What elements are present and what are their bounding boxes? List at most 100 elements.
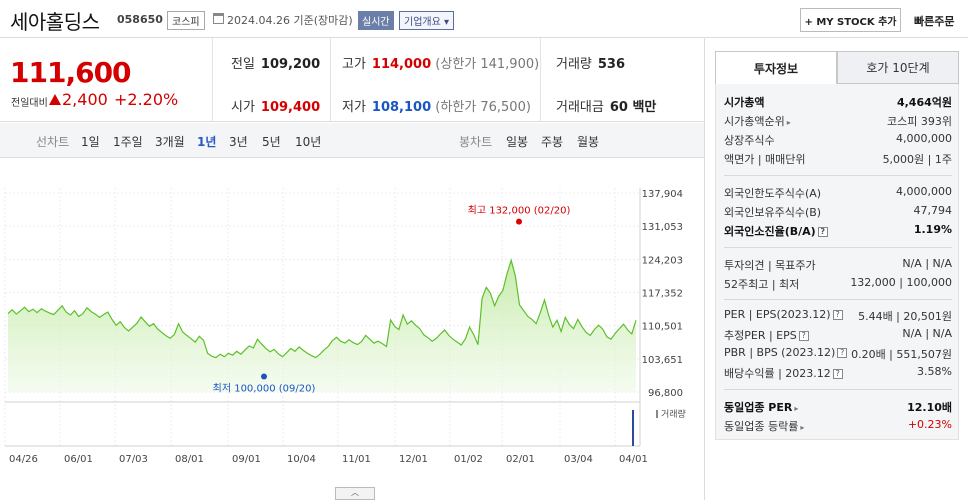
market-cap-rank-label[interactable]: 시가총액순위 ▸ (724, 115, 791, 128)
volume-legend-icon (656, 410, 658, 418)
x-tick-label: 02/01 (506, 454, 535, 465)
period-selector: 선차트 1일 1주일 3개월 1년 3년 5년 10년 봉차트 일봉 주봉 월봉 (0, 123, 704, 158)
add-mystock-button[interactable]: + MY STOCK 추가 (800, 8, 901, 32)
opinion-value: N/A | N/A (902, 257, 952, 270)
y-tick-label: 96,800 (648, 388, 683, 399)
row-market-cap-rank: 시가총액순위 ▸ 코스피 393위 (724, 113, 952, 129)
x-tick-label: 04/26 (9, 454, 38, 465)
help-icon[interactable]: ? (832, 310, 843, 320)
prev-close-value: 109,200 (260, 57, 321, 72)
row-opinion: 투자의견 | 목표주가 N/A | N/A (724, 257, 952, 273)
quick-order-link[interactable]: 빠른주문 (914, 15, 955, 28)
dividend-label: 배당수익률 | 2023.12? (724, 365, 843, 381)
low-label: 저가 (342, 100, 366, 115)
lower-limit: (하한가 76,500) (435, 100, 531, 115)
trade-value-amount: 60 백만 (609, 100, 657, 115)
row-industry-per: 동일업종 PER ▸ 12.10배 (724, 399, 952, 415)
row-foreign-held: 외국인보유주식수(B) 47,794 (724, 204, 952, 220)
candle-chart-label: 봉차트 (459, 135, 493, 149)
price-summary: 111,600 전일대비 2,400 +2.20% 전일 109,200 고가 11… (0, 38, 704, 122)
period-5y[interactable]: 5년 (262, 135, 281, 149)
stock-code: 058650 (117, 13, 163, 26)
volume-value: 536 (597, 57, 626, 72)
x-tick-label: 04/01 (619, 454, 648, 465)
y-tick-label: 137,904 (642, 189, 683, 200)
y-tick-label: 131,053 (642, 222, 683, 233)
par-value-value: 5,000원 | 1주 (882, 153, 952, 166)
company-name: 세아홀딩스 (10, 10, 100, 34)
y-tick-label: 110,501 (642, 322, 683, 333)
upper-limit: (상한가 141,900) (435, 57, 540, 72)
realtime-button[interactable]: 실시간 (358, 11, 394, 30)
period-1w[interactable]: 1주일 (113, 135, 143, 149)
low-value: 108,100 (371, 100, 432, 115)
row-52week: 52주최고 | 최저 132,000 | 100,000 (724, 276, 952, 292)
period-3m[interactable]: 3개월 (155, 135, 185, 149)
row-dividend: 배당수익률 | 2023.12? 3.58% (724, 365, 952, 381)
est-per-label: 추정PER | EPS? (724, 327, 809, 343)
pbr-label: PBR | BPS (2023.12)? (724, 346, 848, 359)
foreign-ratio-value: 1.19% (913, 223, 952, 236)
tab-investment-info[interactable]: 투자정보 (715, 51, 837, 84)
help-icon[interactable]: ? (798, 331, 809, 341)
chart-collapse-toggle[interactable]: ︿ (335, 487, 375, 500)
volume-bar (632, 410, 634, 446)
industry-per-label[interactable]: 동일업종 PER ▸ (724, 401, 799, 414)
divider (724, 389, 952, 390)
y-tick-label: 103,651 (642, 355, 683, 366)
divider (540, 38, 541, 122)
stock-header: 세아홀딩스 058650 코스피 2024.04.26 기준(장마감) 실시간 … (0, 0, 968, 38)
week52-value: 132,000 | 100,000 (850, 276, 952, 289)
listed-shares-label: 상장주식수 (724, 134, 775, 147)
price-area-fill (8, 260, 636, 392)
price-chart[interactable]: 137,904 131,053 124,203 117,352 110,501 103,6… (0, 158, 704, 500)
low-marker (261, 373, 267, 380)
help-icon[interactable]: ? (832, 369, 843, 379)
help-icon[interactable]: ? (817, 227, 828, 237)
x-tick-label: 10/04 (287, 454, 316, 465)
row-market-cap: 시가총액 4,464억원 (724, 94, 952, 110)
opinion-label: 투자의견 | 목표주가 (724, 259, 816, 272)
per-label: PER | EPS(2023.12)? (724, 308, 843, 321)
chevron-down-icon: ▾ (444, 17, 450, 28)
candle-daily[interactable]: 일봉 (506, 135, 529, 149)
row-par-value: 액면가 | 매매단위 5,000원 | 1주 (724, 151, 952, 167)
week52-label: 52주최고 | 최저 (724, 278, 800, 291)
est-per-value: N/A | N/A (902, 327, 952, 340)
calendar-icon (213, 13, 224, 24)
trade-value-label: 거래대금 (556, 100, 604, 115)
foreign-ratio-label: 외국인소진율(B/A)? (724, 223, 828, 239)
volume-label: 거래량 (661, 408, 686, 420)
x-tick-label: 03/04 (564, 454, 593, 465)
divider (724, 299, 952, 300)
period-10y[interactable]: 10년 (295, 135, 322, 149)
y-tick-label: 117,352 (642, 289, 683, 300)
period-1d[interactable]: 1일 (81, 135, 100, 149)
high-price: 고가 114,000 (상한가 141,900) (342, 53, 539, 72)
date-text: 2024.04.26 기준(장마감) (227, 14, 353, 27)
row-per: PER | EPS(2023.12)? 5.44배 | 20,501원 (724, 308, 952, 324)
investment-info-panel: 투자정보 호가 10단계 시가총액 4,464억원 시가총액순위 ▸ 코스피 39… (704, 38, 968, 500)
company-overview-dropdown[interactable]: 기업개요 ▾ (399, 11, 455, 30)
help-icon[interactable]: ? (837, 348, 848, 358)
market-cap-rank-value: 코스피 393위 (887, 115, 952, 128)
divider (724, 247, 952, 248)
open-value: 109,400 (260, 100, 321, 115)
low-annotation: 최저 100,000 (09/20) (213, 383, 316, 395)
candle-weekly[interactable]: 주봉 (541, 135, 564, 149)
tab-order-book[interactable]: 호가 10단계 (837, 51, 959, 84)
industry-change-label[interactable]: 동일업종 등락률 ▸ (724, 420, 805, 433)
foreign-held-value: 47,794 (913, 204, 953, 217)
period-3y[interactable]: 3년 (229, 135, 248, 149)
trade-value: 거래대금 60 백만 (556, 96, 656, 115)
period-1y[interactable]: 1년 (197, 135, 217, 149)
row-listed-shares: 상장주식수 4,000,000 (724, 132, 952, 148)
candle-monthly[interactable]: 월봉 (577, 135, 600, 149)
industry-change-value: +0.23% (907, 418, 952, 431)
change-percent: +2.20% (114, 90, 179, 109)
arrow-right-icon: ▸ (800, 423, 805, 432)
x-tick-label: 12/01 (399, 454, 428, 465)
pbr-value: 0.20배 | 551,507원 (851, 348, 952, 361)
y-tick-label: 124,203 (642, 255, 683, 266)
row-foreign-limit: 외국인한도주식수(A) 4,000,000 (724, 185, 952, 201)
